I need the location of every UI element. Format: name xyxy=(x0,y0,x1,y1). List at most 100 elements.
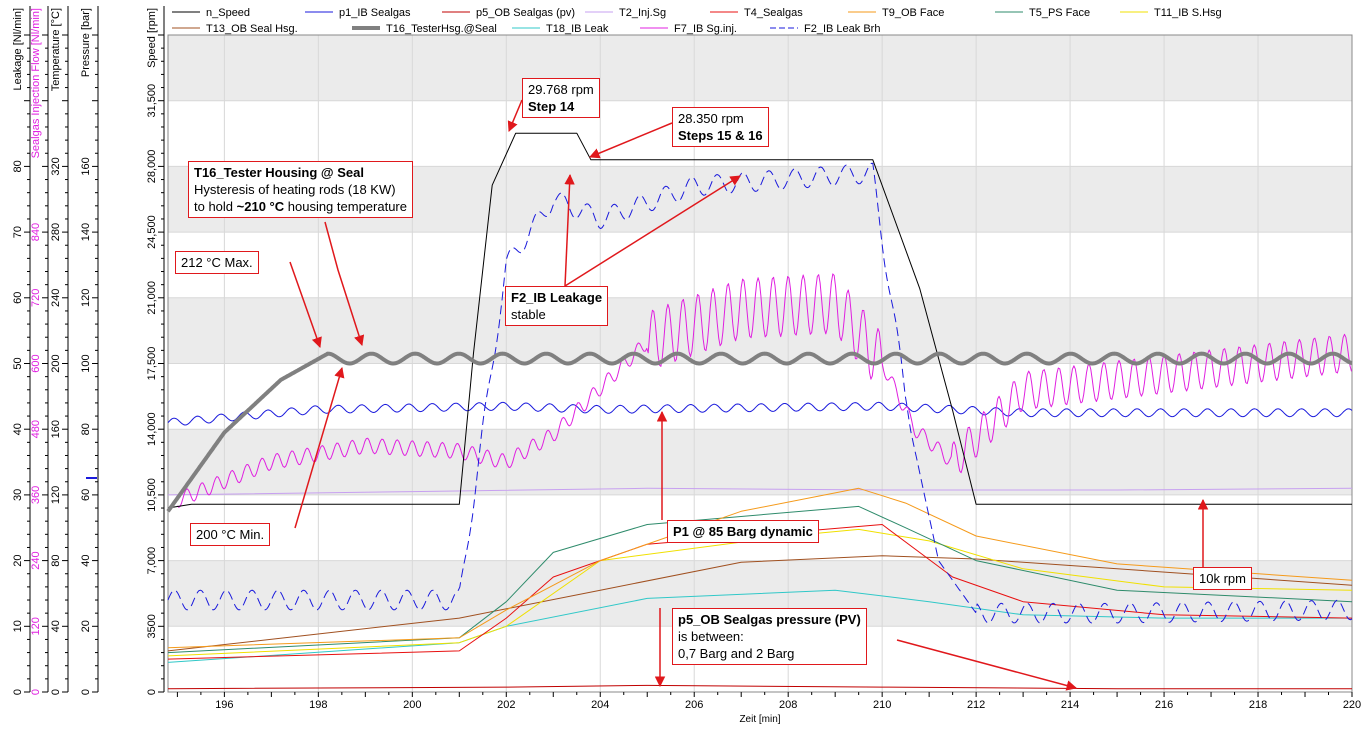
k10-label: 10k rpm xyxy=(1199,571,1246,586)
legend-label: F7_IB Sg.inj. xyxy=(674,23,737,35)
series-t2-inj-sg xyxy=(167,487,1353,496)
max-label: 212 °C Max. xyxy=(181,255,253,270)
min-callout: 200 °C Min. xyxy=(190,523,271,546)
series-f2-ib-leak-brh xyxy=(167,162,1353,624)
sealgas-flow-axis-tick-label: 720 xyxy=(30,289,42,307)
arrow-max xyxy=(289,261,322,348)
legend-label: T2_Inj.Sg xyxy=(619,7,666,19)
series-t16-testerhsg-seal xyxy=(166,351,1354,513)
leakage-axis-tick-label: 40 xyxy=(12,423,24,435)
left-axes: 0 10 20 30 40 50 60 70 80 Leakage [Nl/min] 0 120 240… xyxy=(12,6,165,695)
x-tick-label: 214 xyxy=(1061,699,1079,711)
leakage-axis-tick-label: 50 xyxy=(12,357,24,369)
temperature-axis-tick-label: 280 xyxy=(50,223,62,241)
pressure-axis-tick-label: 80 xyxy=(80,423,92,435)
leakage-axis-tick-label: 30 xyxy=(12,489,24,501)
x-tick-label: 218 xyxy=(1249,699,1267,711)
sealgas-flow-axis-tick-label: 360 xyxy=(30,486,42,504)
step14-callout: 29.768 rpm Step 14 xyxy=(522,78,600,118)
legend-label: T18_IB Leak xyxy=(546,23,609,35)
legend-label: n_Speed xyxy=(206,7,250,19)
leakage-axis-tick-label: 20 xyxy=(12,554,24,566)
legend-label: F2_IB Leak Brh xyxy=(804,23,880,35)
temperature-axis-tick-label: 200 xyxy=(50,354,62,372)
temperature-axis-title: Temperature [°C] xyxy=(50,8,62,91)
legend-label: T11_IB S.Hsg xyxy=(1154,7,1222,19)
leakage-axis-tick-label: 70 xyxy=(12,226,24,238)
x-axis: 196 198 200 202 204 206 208 210 212 214 216 218 220 Z… xyxy=(176,692,1361,725)
sealgas-flow-axis-tick-label: 480 xyxy=(30,420,42,438)
annotation-arrows xyxy=(289,99,1209,691)
p5-line2: 0,7 Barg and 2 Barg xyxy=(678,646,795,661)
speed-axis-tick-label: 10,500 xyxy=(146,478,158,512)
arrow-steps1516 xyxy=(589,122,673,159)
legend-label: T4_Sealgas xyxy=(744,7,803,19)
p1-callout: P1 @ 85 Barg dynamic xyxy=(667,520,819,543)
series-n-speed xyxy=(167,132,1352,509)
leakage-axis-title: Leakage [Nl/min] xyxy=(12,8,24,91)
arrow-step14 xyxy=(507,99,523,132)
legend-label: T5_PS Face xyxy=(1029,7,1090,19)
t16-line1: Hysteresis of heating rods (18 KW) xyxy=(194,182,396,197)
x-tick-label: 202 xyxy=(497,699,515,711)
speed-axis-tick-label: 7,000 xyxy=(146,547,158,575)
min-label: 200 °C Min. xyxy=(196,527,265,542)
temperature-axis-tick-label: 80 xyxy=(50,554,62,566)
pressure-axis-tick-label: 140 xyxy=(80,223,92,241)
temperature-axis-tick-label: 160 xyxy=(50,420,62,438)
step14-label: Step 14 xyxy=(528,99,575,114)
x-tick-label: 220 xyxy=(1343,699,1361,711)
speed-axis-tick-label: 0 xyxy=(146,689,158,695)
t16-line2-pre: to hold xyxy=(194,199,237,214)
pressure-axis-tick-label: 40 xyxy=(80,554,92,566)
temperature-axis-tick-label: 240 xyxy=(50,289,62,307)
sealgas-flow-axis-tick-label: 600 xyxy=(30,354,42,372)
pressure-axis-tick-label: 0 xyxy=(80,689,92,695)
x-tick-label: 210 xyxy=(873,699,891,711)
x-axis-title: Zeit [min] xyxy=(739,714,780,725)
t16-line2: to hold ~210 °C housing temperature xyxy=(194,198,407,215)
steps1516-label: Steps 15 & 16 xyxy=(678,128,763,143)
leakage-axis-tick-label: 60 xyxy=(12,292,24,304)
series-t9-ob-face xyxy=(167,487,1353,649)
x-tick-label: 196 xyxy=(215,699,233,711)
sealgas-flow-axis-title: Sealgas Injection Flow [Nl/min] xyxy=(30,8,42,158)
leakage-axis-tick-label: 80 xyxy=(12,160,24,172)
series-p5-ob-sealgas-pv- xyxy=(167,684,1352,690)
t16-line2-post: housing temperature xyxy=(284,199,407,214)
pressure-axis-tick-label: 120 xyxy=(80,289,92,307)
speed-axis-tick-label: 24,500 xyxy=(146,215,158,249)
arrow-f2-a xyxy=(564,173,575,287)
temperature-axis-tick-label: 320 xyxy=(50,157,62,175)
k10-callout: 10k rpm xyxy=(1193,567,1252,590)
sealgas-flow-axis-tick-label: 120 xyxy=(30,617,42,635)
plot-band xyxy=(168,429,1352,495)
arrow-t16 xyxy=(324,221,365,347)
pressure-axis-tick-label: 100 xyxy=(80,354,92,372)
max-callout: 212 °C Max. xyxy=(175,251,259,274)
data-series xyxy=(166,132,1354,690)
series-t5-ps-face xyxy=(167,505,1353,654)
x-tick-label: 198 xyxy=(309,699,327,711)
legend-label: p5_OB Sealgas (pv) xyxy=(476,7,575,19)
pressure-axis-title: Pressure [bar] xyxy=(80,8,92,77)
arrow-p5-b xyxy=(896,639,1078,691)
x-tick-label: 208 xyxy=(779,699,797,711)
speed-axis-tick-label: 31,500 xyxy=(146,84,158,118)
temperature-axis-tick-label: 40 xyxy=(50,620,62,632)
pressure-axis-tick-label: 160 xyxy=(80,157,92,175)
t16-line2-bold: ~210 °C xyxy=(236,199,285,214)
legend-label: T9_OB Face xyxy=(882,7,944,19)
x-tick-label: 206 xyxy=(685,699,703,711)
series-p1-ib-sealgas xyxy=(167,401,1353,426)
steps1516-callout: 28.350 rpm Steps 15 & 16 xyxy=(672,107,769,147)
legend-label: p1_IB Sealgas xyxy=(339,7,411,19)
legend-label: T13_OB Seal Hsg. xyxy=(206,23,298,35)
legend-label: T16_TesterHsg.@Seal xyxy=(386,23,497,35)
sealgas-flow-axis-tick-label: 0 xyxy=(30,689,42,695)
pressure-axis-tick-label: 20 xyxy=(80,620,92,632)
chart-legend: n_Speed p1_IB Sealgas p5_OB Sealgas (pv) T2… xyxy=(172,7,1222,35)
steps1516-value: 28.350 rpm xyxy=(678,111,744,126)
f2-title: F2_IB Leakage xyxy=(511,290,603,305)
